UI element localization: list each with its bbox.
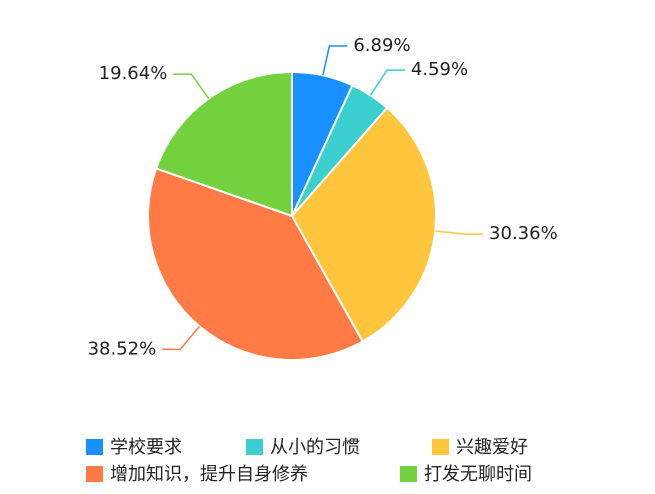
- value-label: 30.36%: [489, 223, 558, 244]
- value-label: 19.64%: [99, 63, 168, 84]
- legend-label: 增加知识，提升自身修养: [110, 464, 308, 485]
- value-label: 4.59%: [411, 59, 468, 80]
- leader-line: [173, 73, 210, 99]
- pie-slice: [147, 167, 365, 361]
- leader-line: [322, 45, 348, 76]
- legend-swatch: [86, 466, 103, 482]
- legend-label: 学校要求: [110, 437, 182, 458]
- legend-swatch: [432, 439, 449, 455]
- leader-line: [369, 69, 405, 96]
- value-label: 6.89%: [353, 35, 410, 56]
- legend-swatch: [246, 439, 263, 455]
- leader-line: [162, 325, 201, 351]
- legend-swatch: [400, 466, 417, 482]
- legend-label: 兴趣爱好: [456, 437, 528, 458]
- leader-line: [435, 230, 484, 235]
- value-label: 38.52%: [88, 338, 157, 359]
- legend-label: 从小的习惯: [270, 437, 360, 458]
- legend-label: 打发无聊时间: [424, 464, 532, 485]
- legend-swatch: [86, 439, 103, 455]
